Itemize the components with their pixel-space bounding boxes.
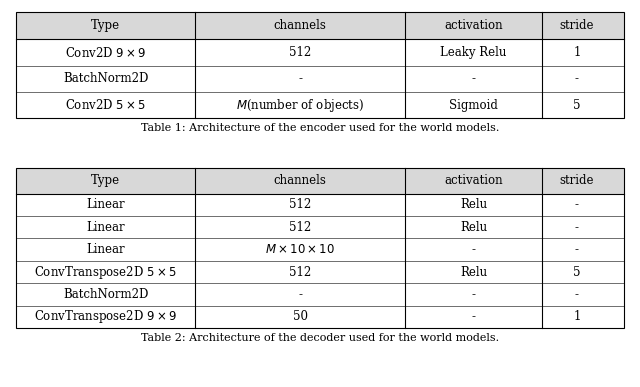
Text: 1: 1: [573, 46, 580, 59]
Bar: [16, 168, 624, 328]
Text: -: -: [472, 310, 476, 324]
Bar: [16, 12, 624, 118]
Text: stride: stride: [559, 19, 594, 32]
Text: Relu: Relu: [460, 221, 487, 234]
Text: -: -: [298, 72, 302, 86]
Bar: [16, 168, 624, 194]
Text: Sigmoid: Sigmoid: [449, 99, 498, 112]
Text: channels: channels: [274, 19, 326, 32]
Text: Table 2: Architecture of the decoder used for the world models.: Table 2: Architecture of the decoder use…: [141, 333, 499, 343]
Text: Leaky Relu: Leaky Relu: [440, 46, 507, 59]
Text: 1: 1: [573, 310, 580, 324]
Text: Relu: Relu: [460, 265, 487, 279]
Text: stride: stride: [559, 175, 594, 187]
Text: activation: activation: [444, 19, 503, 32]
Text: Type: Type: [91, 175, 120, 187]
Text: -: -: [575, 288, 579, 301]
Text: Conv2D $9 \times 9$: Conv2D $9 \times 9$: [65, 46, 147, 60]
Text: -: -: [472, 288, 476, 301]
Text: -: -: [575, 243, 579, 256]
Text: 5: 5: [573, 265, 580, 279]
Text: ConvTranspose2D $5 \times 5$: ConvTranspose2D $5 \times 5$: [35, 264, 177, 281]
Text: 512: 512: [289, 265, 312, 279]
Bar: [16, 12, 624, 39]
Text: -: -: [472, 243, 476, 256]
Text: 512: 512: [289, 46, 312, 59]
Text: 512: 512: [289, 198, 312, 211]
Text: -: -: [575, 198, 579, 211]
Text: Conv2D $5 \times 5$: Conv2D $5 \times 5$: [65, 98, 147, 112]
Text: 512: 512: [289, 221, 312, 234]
Text: -: -: [575, 72, 579, 86]
Text: Linear: Linear: [86, 243, 125, 256]
Text: activation: activation: [444, 175, 503, 187]
Text: Linear: Linear: [86, 198, 125, 211]
Text: Linear: Linear: [86, 221, 125, 234]
Text: -: -: [472, 72, 476, 86]
Text: Table 1: Architecture of the encoder used for the world models.: Table 1: Architecture of the encoder use…: [141, 123, 499, 133]
Text: $M$(number of objects): $M$(number of objects): [236, 97, 364, 114]
Text: BatchNorm2D: BatchNorm2D: [63, 72, 148, 86]
Text: Type: Type: [91, 19, 120, 32]
Text: channels: channels: [274, 175, 326, 187]
Text: -: -: [575, 221, 579, 234]
Text: ConvTranspose2D $9 \times 9$: ConvTranspose2D $9 \times 9$: [34, 308, 177, 325]
Text: $M \times 10 \times 10$: $M \times 10 \times 10$: [265, 243, 335, 256]
Text: Relu: Relu: [460, 198, 487, 211]
Text: BatchNorm2D: BatchNorm2D: [63, 288, 148, 301]
Text: 50: 50: [292, 310, 308, 324]
Text: -: -: [298, 288, 302, 301]
Text: 5: 5: [573, 99, 580, 112]
